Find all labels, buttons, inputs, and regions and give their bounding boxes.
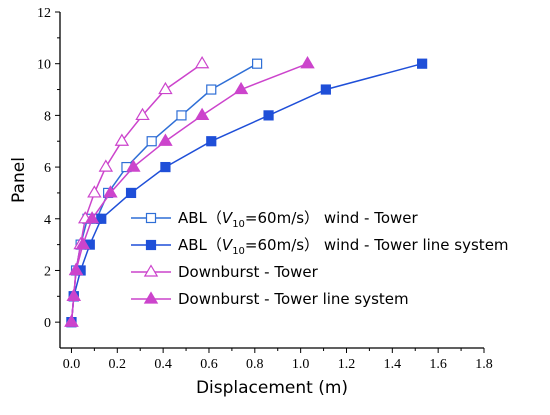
data-point (66, 288, 81, 301)
data-point (417, 58, 428, 69)
legend-label-subscript: 10 (232, 219, 245, 230)
legend-label-prefix: ABL（ (178, 209, 222, 227)
x-tick-label: 1.2 (338, 357, 356, 372)
legend-label-prefix: Downburst - Tower (178, 263, 319, 281)
data-point (103, 185, 118, 198)
series-4 (64, 56, 315, 327)
legend-label: Downburst - Tower (178, 263, 319, 281)
legend-label: ABL（V10=60m/s） wind - Tower (178, 209, 419, 230)
data-point (146, 136, 157, 147)
data-point (263, 110, 274, 121)
x-tick-label: 1.8 (475, 357, 493, 372)
data-point (96, 213, 107, 224)
data-point (206, 84, 217, 95)
y-axis-title: Panel (9, 157, 29, 203)
data-point (68, 262, 84, 276)
legend-item-2: ABL（V10=60m/s） wind - Tower line system (131, 236, 509, 257)
legend-label-variable: V (222, 236, 234, 254)
legend-item-1: ABL（V10=60m/s） wind - Tower (131, 209, 419, 230)
legend-label: Downburst - Tower line system (178, 290, 409, 308)
y-tick-label: 4 (44, 213, 51, 228)
data-point (300, 56, 315, 69)
y-tick-label: 12 (37, 6, 51, 21)
legend-label-prefix: Downburst - Tower line system (178, 290, 409, 308)
data-point (160, 161, 171, 173)
legend-marker (145, 239, 157, 251)
series-line (70, 62, 423, 323)
x-tick-label: 0.8 (246, 357, 264, 372)
data-point (126, 159, 141, 172)
legend-label-variable: V (222, 209, 234, 227)
legend-item-4: Downburst - Tower line system (131, 290, 409, 308)
data-point (64, 314, 79, 327)
y-tick-label: 6 (44, 161, 51, 176)
y-tick-label: 8 (44, 109, 51, 124)
data-point (158, 81, 173, 95)
legend-marker (143, 264, 159, 277)
x-tick-label: 0.0 (63, 357, 81, 372)
axes: 0.0 0.2 0.4 0.6 0.8 1.0 1.2 1.4 1.6 1.8 0 2 4 6 8 10 12 (37, 6, 493, 372)
y-tick-label: 2 (44, 264, 51, 279)
legend-label-suffix: =60m/s） wind - Tower (245, 209, 419, 227)
legend-label-prefix: ABL（ (178, 236, 222, 254)
data-point (135, 107, 150, 121)
data-point (252, 58, 263, 69)
data-point (194, 56, 210, 69)
x-tick-label: 1.4 (384, 357, 402, 372)
data-point (98, 159, 114, 172)
data-point (194, 107, 210, 121)
data-point (84, 211, 100, 224)
series-2 (66, 58, 428, 328)
x-tick-label: 1.0 (292, 357, 310, 372)
legend-label-subscript: 10 (232, 246, 245, 257)
legend-marker (143, 291, 159, 304)
y-tick-label: 10 (37, 58, 51, 73)
legend-label-suffix: =60m/s） wind - Tower line system (245, 236, 509, 254)
data-point (158, 133, 173, 146)
x-tick-label: 1.6 (429, 357, 447, 372)
x-tick-label: 0.2 (109, 357, 127, 372)
data-point (87, 185, 102, 198)
y-tick-label: 0 (44, 316, 51, 331)
data-point (320, 84, 331, 95)
x-tick-label: 0.4 (154, 357, 172, 372)
legend-marker (145, 212, 157, 224)
plot-area (64, 56, 428, 328)
data-point (75, 236, 91, 250)
series-line (70, 63, 258, 323)
series-3 (64, 56, 210, 327)
x-axis-title: Displacement (m) (196, 378, 348, 398)
data-point (176, 110, 187, 121)
data-point (206, 136, 217, 147)
x-tick-label: 0.6 (200, 357, 218, 372)
data-point (114, 133, 130, 146)
data-point (125, 187, 137, 199)
legend: ABL（V10=60m/s） wind - TowerABL（V10=60m/s… (131, 209, 509, 308)
legend-label: ABL（V10=60m/s） wind - Tower line system (178, 236, 509, 257)
data-point (233, 81, 249, 95)
legend-item-3: Downburst - Tower (131, 263, 319, 281)
